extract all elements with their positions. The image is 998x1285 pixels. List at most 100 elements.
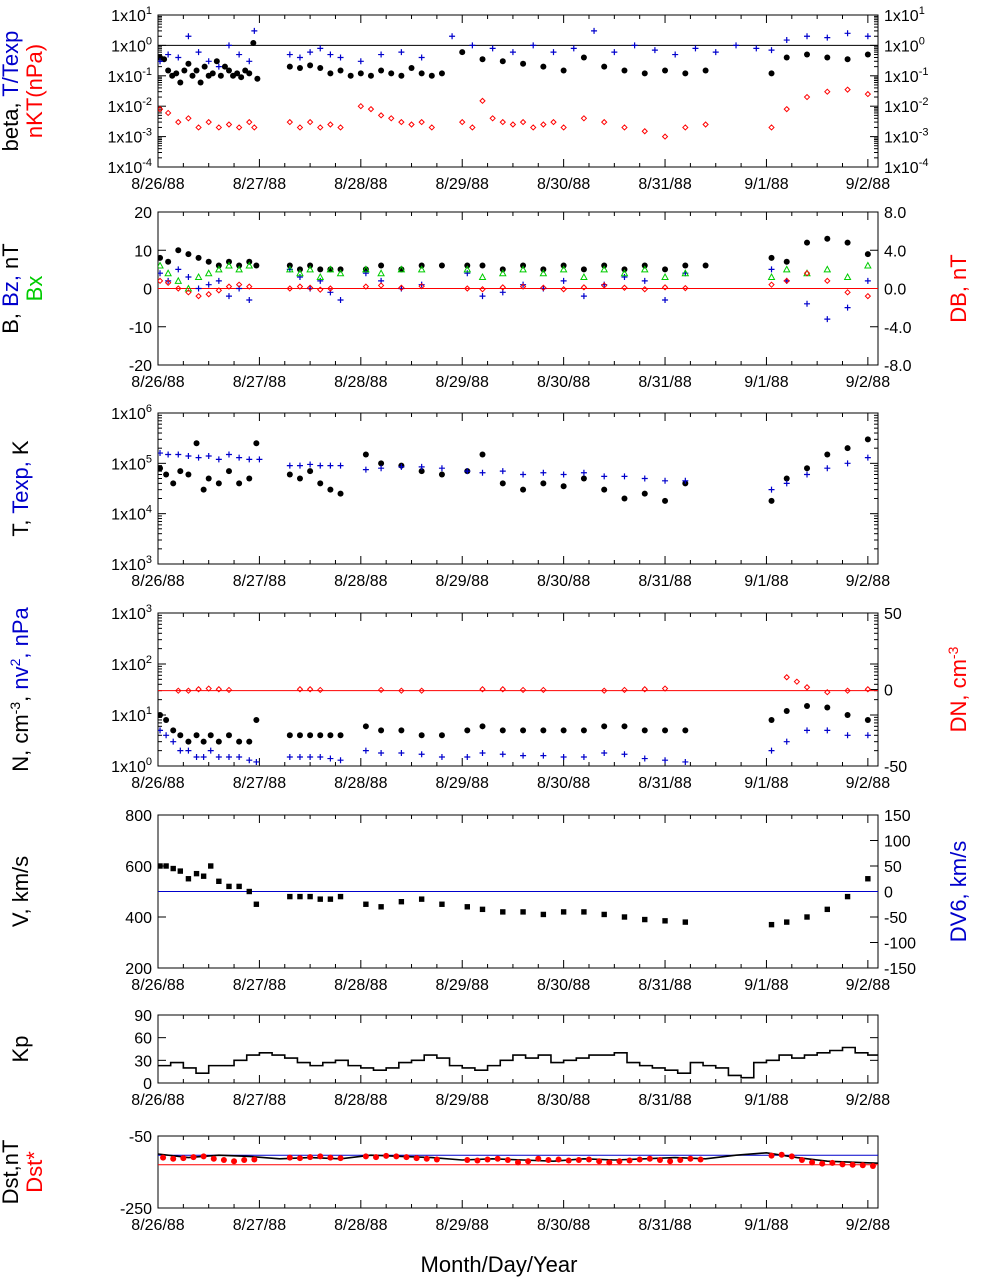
data-point [378, 749, 385, 756]
data-point [540, 480, 547, 487]
data-point [158, 270, 164, 277]
data-point [163, 863, 169, 869]
y-tick-label: 1x101 [111, 5, 152, 25]
data-point [885, 732, 891, 738]
y-tick-label-right: -4.0 [884, 320, 912, 337]
x-tick-label: 8/31/88 [638, 977, 691, 994]
data-point [195, 254, 202, 261]
data-point [474, 1157, 481, 1164]
data-point [520, 727, 527, 734]
data-point [519, 265, 527, 273]
data-point [692, 45, 699, 52]
data-point [403, 1154, 410, 1161]
data-point [377, 282, 385, 289]
data-point [215, 480, 222, 487]
data-point [946, 753, 952, 759]
data-point [189, 72, 196, 79]
y-axis-label-2: Bx [22, 276, 47, 302]
data-point [783, 707, 790, 714]
data-point [500, 909, 506, 915]
data-point [413, 1155, 420, 1162]
data-point [469, 42, 476, 49]
y-tick-label-right: 50 [884, 606, 902, 623]
x-tick-label: 9/2/88 [846, 1217, 891, 1234]
data-point [317, 266, 324, 273]
data-point [417, 265, 426, 273]
data-point [438, 70, 445, 77]
data-point [317, 1153, 324, 1160]
data-point [464, 1021, 470, 1027]
data-point [418, 70, 425, 77]
y-tick-label-right: 1x10-2 [884, 96, 928, 116]
data-point [220, 1157, 227, 1163]
data-point [185, 471, 192, 478]
data-point [200, 754, 207, 761]
data-point [327, 486, 334, 493]
x-tick-label: 9/1/88 [744, 775, 789, 792]
data-point [327, 1154, 334, 1161]
data-point [236, 1016, 242, 1022]
data-point [398, 266, 405, 273]
data-point [209, 70, 216, 77]
data-point [545, 1157, 552, 1163]
data-point [646, 1155, 653, 1162]
data-point [926, 456, 932, 462]
data-point [662, 757, 669, 764]
data-point [687, 1155, 694, 1162]
y-tick-label: 1x103 [111, 603, 152, 623]
data-point [580, 272, 588, 281]
data-point [337, 462, 344, 469]
data-point [926, 748, 932, 754]
data-point [225, 261, 233, 269]
y-tick-label: 30 [134, 1053, 152, 1070]
data-point [585, 1156, 592, 1163]
data-point [499, 751, 506, 758]
data-point [662, 266, 669, 273]
data-point [600, 282, 608, 289]
data-point [201, 63, 208, 70]
data-point [498, 269, 507, 277]
y-axis-label-right: DB, nT [946, 254, 971, 322]
data-point [225, 67, 232, 74]
data-point [438, 471, 445, 478]
data-point [459, 118, 466, 126]
data-point [494, 1155, 501, 1162]
x-tick-label: 8/27/88 [233, 176, 286, 193]
data-point [205, 118, 212, 126]
data-point [484, 1156, 491, 1163]
data-point [682, 727, 689, 734]
y-tick-label: 1x105 [111, 453, 152, 473]
data-point [433, 1156, 440, 1163]
data-point [916, 732, 922, 738]
data-point [158, 863, 163, 869]
plot-frame [157, 1135, 879, 1209]
data-point [499, 480, 506, 487]
data-point [519, 118, 527, 126]
data-point [428, 72, 435, 79]
data-point [327, 121, 334, 128]
data-point [946, 471, 952, 477]
data-point [158, 450, 164, 457]
data-point [479, 906, 486, 913]
data-point [398, 49, 405, 56]
data-point [642, 916, 648, 923]
data-point [418, 732, 425, 739]
data-point [296, 462, 303, 469]
data-point [824, 54, 831, 61]
data-point [905, 30, 911, 36]
data-point [662, 497, 669, 504]
y-tick-label-right: -50 [884, 759, 907, 776]
data-point [864, 33, 871, 40]
data-point [235, 281, 243, 288]
data-point [479, 686, 486, 693]
y-tick-label: 60 [134, 1031, 152, 1048]
data-point [916, 1021, 922, 1027]
data-point [885, 455, 891, 461]
data-point [185, 687, 192, 694]
data-point [946, 1013, 952, 1019]
data-point [246, 118, 253, 126]
data-point [804, 471, 811, 478]
data-point [936, 879, 941, 884]
y-tick-label: 1x103 [111, 554, 152, 574]
data-point [439, 901, 445, 907]
